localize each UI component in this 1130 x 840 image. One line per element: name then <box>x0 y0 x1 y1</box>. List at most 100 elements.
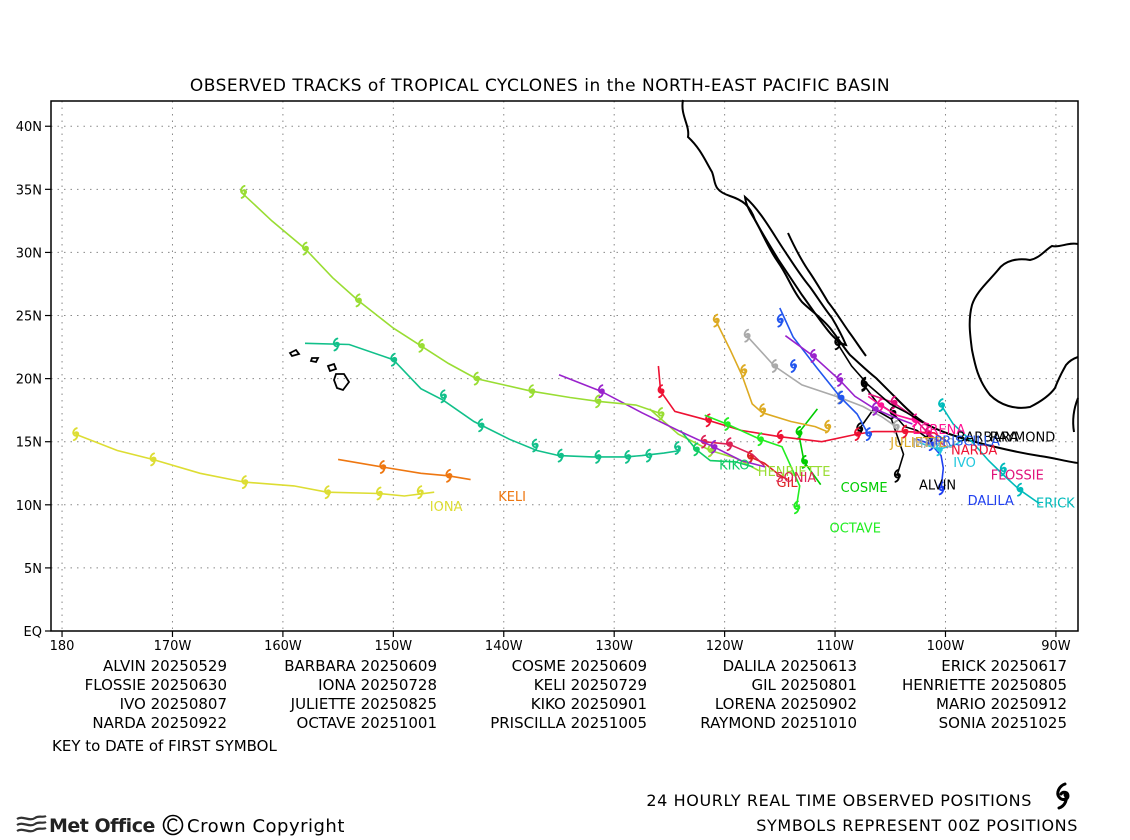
kauai-island <box>288 348 301 358</box>
position-symbol-unlabeled-teal <box>645 448 653 463</box>
position-symbol-iona <box>241 475 249 490</box>
map-frame <box>50 100 1079 632</box>
key-entry: MARIO 20250912 <box>936 695 1067 713</box>
copyright-icon <box>162 814 184 836</box>
y-tick-label: 10N <box>16 499 42 514</box>
position-symbol-unlabeled-lime <box>302 241 309 256</box>
storm-label-juliette: JULIETTE <box>889 436 947 451</box>
y-tick-label: 15N <box>16 436 42 451</box>
track-line-unlabeled-teal <box>304 342 681 458</box>
coastlines <box>288 99 1079 464</box>
storm-label-flossie: FLOSSIE <box>991 469 1044 484</box>
key-entry: PRISCILLA 20251005 <box>490 714 647 732</box>
grid-lines <box>51 101 1078 632</box>
x-tick-label: 160W <box>264 639 302 654</box>
position-symbol-kiko <box>692 442 700 457</box>
key-entry: FLOSSIE 20250630 <box>85 676 227 694</box>
key-storm-name: IONA <box>318 676 356 694</box>
storm-label-erick: ERICK <box>1036 496 1075 511</box>
position-symbol-unlabeled-lime <box>657 407 665 421</box>
key-entry: BARBARA 20250609 <box>284 657 437 675</box>
track-line-narda <box>657 365 948 443</box>
storm-label-kiko: KIKO <box>719 459 749 474</box>
position-symbol-keli <box>445 468 453 483</box>
position-symbol-unlabeled-teal <box>332 337 340 352</box>
yucatan-coastline <box>1072 397 1079 433</box>
key-first-date: 20250609 <box>361 657 437 675</box>
track-unlabeled-purple-2 <box>784 335 913 425</box>
x-tick-label: 180 <box>50 639 75 654</box>
key-entry: ALVIN 20250529 <box>103 657 227 675</box>
position-symbol-unlabeled-teal <box>557 448 564 463</box>
storm-label-alvin: ALVIN <box>919 479 956 494</box>
key-storm-name: KIKO <box>531 695 566 713</box>
position-symbol-unlabeled-lime <box>594 394 602 409</box>
storm-label-sonia: SONIA <box>775 471 816 486</box>
position-symbol-unlabeled-teal <box>440 389 447 404</box>
key-first-date: 20250825 <box>361 695 437 713</box>
position-symbol-unlabeled-teal <box>390 352 398 367</box>
position-symbol-narda <box>705 413 712 428</box>
key-first-date: 20250613 <box>781 657 857 675</box>
track-line-raymond <box>836 342 924 424</box>
key-entry: KELI 20250729 <box>534 676 647 694</box>
track-line-dalila <box>916 438 945 489</box>
met-office-brand: Met Office <box>49 815 155 837</box>
key-storm-name: PRISCILLA <box>490 714 566 732</box>
key-entry: HENRIETTE 20250805 <box>902 676 1067 694</box>
track-priscilla <box>776 307 873 442</box>
key-storm-name: BARBARA <box>284 657 356 675</box>
key-storm-name: FLOSSIE <box>85 676 146 694</box>
track-line-unlabeled-purple-2 <box>784 335 913 425</box>
axis-labels: 180 170W 160W 150W 140W 130W 120W 110W 100W 90W EQ… <box>16 120 1071 654</box>
storm-label-octave: OCTAVE <box>830 522 881 537</box>
key-entry: RAYMOND 20251010 <box>700 714 857 732</box>
track-line-ivo <box>919 437 966 451</box>
hawaiian-islands <box>288 348 351 392</box>
storm-label-gil: GIL <box>777 476 799 491</box>
key-first-date: 20250729 <box>571 676 647 694</box>
position-symbol-erick <box>999 462 1007 477</box>
key-entry: COSME 20250609 <box>512 657 647 675</box>
position-symbol-unlabeled-teal <box>477 418 485 433</box>
key-storm-name: SONIA <box>939 714 987 732</box>
key-entry: DALILA 20250613 <box>723 657 857 675</box>
key-first-date: 20250728 <box>361 676 437 694</box>
key-entry: OCTAVE 20251001 <box>297 714 437 732</box>
track-line-iona <box>75 433 435 497</box>
x-tick-label: 140W <box>485 639 523 654</box>
x-tick-label: 150W <box>374 639 412 654</box>
track-line-mario <box>746 335 897 428</box>
key-first-date: 20250901 <box>571 695 647 713</box>
track-line-erick <box>940 404 1040 505</box>
key-storm-name: IVO <box>120 695 146 713</box>
y-tick-label: 35N <box>16 183 42 198</box>
position-symbol-priscilla <box>837 390 845 405</box>
x-tick-label: 90W <box>1041 639 1071 654</box>
position-symbol-sonia <box>726 437 733 452</box>
key-storm-name: LORENA <box>715 695 777 713</box>
position-symbol-narda <box>657 384 665 399</box>
track-raymond <box>834 336 924 424</box>
position-symbol-unlabeled-purple-2 <box>871 401 879 416</box>
key-storm-name: HENRIETTE <box>902 676 986 694</box>
key-entry: ERICK 20250617 <box>941 657 1067 675</box>
track-line-unlabeled-lime <box>240 191 659 414</box>
position-symbol-priscilla <box>776 313 784 328</box>
key-entry: IONA 20250728 <box>318 676 437 694</box>
position-symbol-octave <box>793 500 801 515</box>
track-erick <box>938 398 1040 505</box>
y-tick-label: 5N <box>24 562 42 577</box>
storm-label-henriette: HENRIETTE <box>758 465 831 480</box>
key-first-date: 20251001 <box>361 714 437 732</box>
track-line-kiko <box>679 429 754 468</box>
storm-label-dalila: DALILA <box>968 494 1014 509</box>
key-storm-name: COSME <box>512 657 566 675</box>
footer-line-2: SYMBOLS REPRESENT 00Z POSITIONS <box>756 816 1078 835</box>
position-symbol-narda <box>901 424 909 439</box>
position-symbol-alvin <box>893 468 901 483</box>
met-office-waves-icon <box>16 815 47 833</box>
key-storm-name: JULIETTE <box>290 695 356 713</box>
track-unlabeled-lime <box>240 184 665 421</box>
track-cosme <box>795 408 822 486</box>
